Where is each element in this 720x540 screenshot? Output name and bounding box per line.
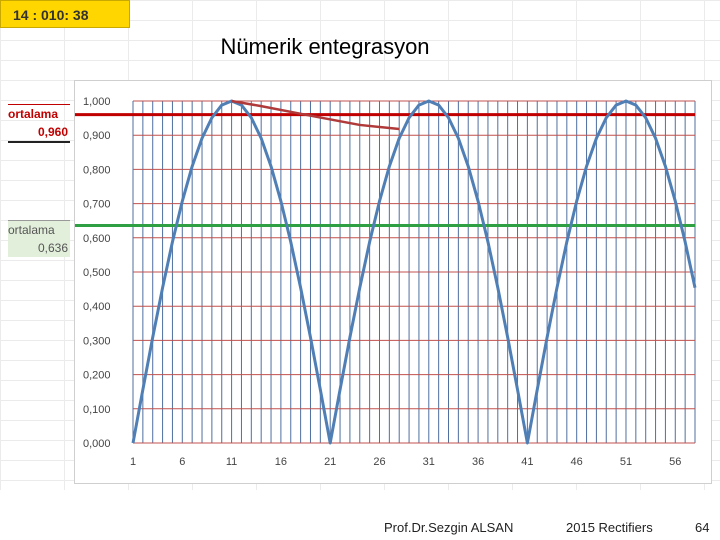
x-tick-label: 56 [669, 456, 681, 468]
red-average-value: 0,960 [37, 125, 68, 139]
y-tick-label: 0,200 [83, 370, 111, 382]
y-tick-label: 0,100 [83, 404, 111, 416]
x-tick-label: 11 [226, 456, 237, 468]
x-tick-label: 6 [179, 456, 185, 468]
footer-course: 2015 Rectifiers [566, 520, 653, 535]
y-tick-label: 0,500 [83, 267, 111, 279]
x-tick-label: 46 [571, 456, 583, 468]
footer-author: Prof.Dr.Sezgin ALSAN [384, 520, 514, 535]
green-average-box: ortalama 0,636 [8, 220, 70, 257]
red-average-label: ortalama [8, 104, 70, 123]
y-tick-label: 1,000 [83, 96, 111, 108]
x-tick-label: 26 [373, 456, 385, 468]
chart-frame: 0,000 0,100 0,200 0,300 0,400 0,500 0,600 0,700… [74, 80, 712, 484]
y-tick-label: 0,400 [83, 301, 111, 313]
page-title: Nümerik entegrasyon [220, 34, 430, 59]
x-tick-label: 1 [130, 456, 136, 468]
y-tick-label: 0,600 [83, 233, 111, 245]
y-tick-label: 0,000 [83, 438, 111, 450]
y-tick-label: 0,700 [83, 199, 111, 211]
time-badge: 14 : 010: 38 [0, 0, 130, 28]
red-average-box: ortalama 0,960 [8, 104, 70, 143]
line-chart: 0,000 0,100 0,200 0,300 0,400 0,500 0,600 0,700… [75, 96, 697, 468]
x-tick-label: 16 [275, 456, 287, 468]
x-tick-label: 41 [521, 456, 533, 468]
x-tick-label: 21 [324, 456, 336, 468]
green-average-label: ortalama [8, 220, 70, 239]
y-tick-label: 0,900 [83, 130, 111, 142]
x-tick-label: 36 [472, 456, 484, 468]
series-line-1 [131, 99, 697, 445]
x-tick-label: 51 [620, 456, 632, 468]
series-line-2 [231, 99, 400, 131]
page-number: 64 [695, 520, 710, 535]
green-average-value: 0,636 [37, 241, 68, 255]
y-tick-label: 0,300 [83, 335, 111, 347]
y-tick-label: 0,800 [83, 164, 111, 176]
x-tick-label: 31 [423, 456, 435, 468]
